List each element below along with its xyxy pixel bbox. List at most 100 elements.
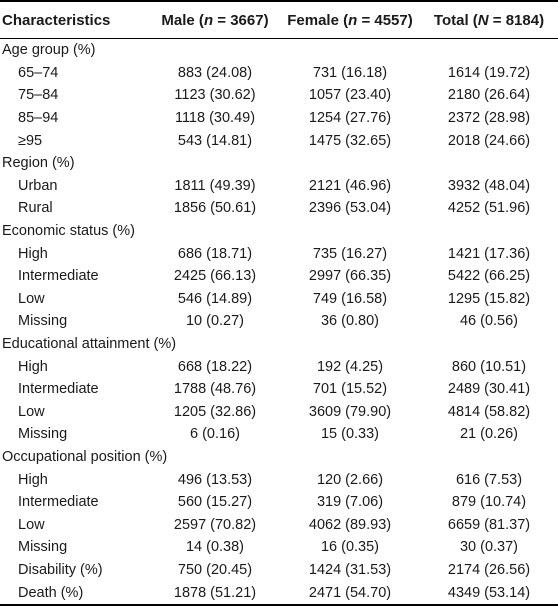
- cell-total: 4814 (58.82): [447, 403, 531, 420]
- table-row: Intermediate 1788 (48.76) 701 (15.52) 2489 …: [0, 378, 558, 401]
- group-label: Region (%): [2, 155, 75, 172]
- row-label: Death (%): [0, 581, 150, 606]
- row-label: Low: [18, 290, 45, 307]
- group-label: Occupational position (%): [2, 448, 168, 465]
- row-label: Disability (%): [18, 561, 103, 578]
- cell-total: 1421 (17.36): [447, 245, 531, 262]
- header-male-suffix: = 3667): [213, 11, 269, 29]
- table-row: Low 546 (14.89) 749 (16.58) 1295 (15.82): [0, 288, 558, 311]
- table-row: High 668 (18.22) 192 (4.25) 860 (10.51): [0, 355, 558, 378]
- cell-female: 319 (7.06): [316, 494, 384, 511]
- table-row: High 686 (18.71) 735 (16.27) 1421 (17.36): [0, 242, 558, 265]
- header-female: Female (n = 4557): [280, 0, 420, 39]
- cell-total: 46 (0.56): [459, 313, 519, 330]
- header-female-suffix: = 4557): [357, 11, 413, 29]
- group-header-row: Economic status (%): [0, 220, 558, 243]
- row-label: Missing: [18, 313, 68, 330]
- cell-total: 3932 (48.04): [447, 177, 531, 194]
- cell-male: 1118 (30.49): [174, 110, 256, 127]
- table-row: Rural 1856 (50.61) 2396 (53.04) 4252 (51.96…: [0, 197, 558, 220]
- header-male-prefix: Male (: [161, 11, 204, 29]
- cell-male: 1788 (48.76): [173, 381, 257, 398]
- cell-total: 616 (7.53): [455, 471, 523, 488]
- cell-female: 731 (16.18): [312, 64, 388, 81]
- table-row: Intermediate 560 (15.27) 319 (7.06) 879 (10…: [0, 491, 558, 514]
- cell-total: 2372 (28.98): [447, 110, 531, 127]
- cell-total: 2489 (30.41): [447, 381, 531, 398]
- cell-total: 5422 (66.25): [447, 268, 531, 285]
- cell-total: 1295 (15.82): [447, 290, 531, 307]
- table-row: Low 1205 (32.86) 3609 (79.90) 4814 (58.82): [0, 401, 558, 424]
- cell-male: 1878 (51.21): [150, 581, 280, 606]
- table-row: Missing 10 (0.27) 36 (0.80) 46 (0.56): [0, 310, 558, 333]
- table-row: Death (%) 1878 (51.21) 2471 (54.70) 4349 (5…: [0, 581, 558, 606]
- cell-female: 120 (2.66): [316, 471, 384, 488]
- header-total-var: N: [477, 11, 489, 29]
- cell-male: 6 (0.16): [190, 426, 240, 443]
- cell-total: 879 (10.74): [451, 494, 527, 511]
- row-label: 75–84: [18, 87, 59, 104]
- row-label: Low: [18, 403, 45, 420]
- cell-female: 735 (16.27): [312, 245, 388, 262]
- row-label: Intermediate: [18, 268, 99, 285]
- table-row: Urban 1811 (49.39) 2121 (46.96) 3932 (48.04…: [0, 175, 558, 198]
- row-label: ≥95: [18, 132, 43, 149]
- cell-female: 36 (0.80): [320, 313, 380, 330]
- cell-male: 1205 (32.86): [173, 403, 257, 420]
- cell-female: 749 (16.58): [312, 290, 388, 307]
- group-header-row: Occupational position (%): [0, 446, 558, 469]
- table-row: Missing 6 (0.16) 15 (0.33) 21 (0.26): [0, 423, 558, 446]
- cell-female: 192 (4.25): [316, 358, 384, 375]
- cell-total: 21 (0.26): [459, 426, 519, 443]
- header-characteristics: Characteristics: [0, 0, 150, 39]
- row-label: Intermediate: [18, 381, 99, 398]
- cell-female: 4062 (89.93): [308, 516, 392, 533]
- row-label: Rural: [18, 200, 53, 217]
- header-male: Male (n = 3667): [150, 0, 280, 39]
- row-label: High: [18, 245, 48, 262]
- cell-total: 2180 (26.64): [447, 87, 531, 104]
- cell-female: 16 (0.35): [320, 539, 380, 556]
- table-row: Low 2597 (70.82) 4062 (89.93) 6659 (81.37): [0, 513, 558, 536]
- cell-total: 6659 (81.37): [447, 516, 531, 533]
- table-row: ≥95 543 (14.81) 1475 (32.65) 2018 (24.66): [0, 129, 558, 152]
- cell-female: 15 (0.33): [320, 426, 380, 443]
- row-label: Low: [18, 516, 45, 533]
- group-header-row: Educational attainment (%): [0, 333, 558, 356]
- table-row: Intermediate 2425 (66.13) 2997 (66.35) 5422…: [0, 265, 558, 288]
- table-row: 65–74 883 (24.08) 731 (16.18) 1614 (19.72): [0, 62, 558, 85]
- cell-male: 1123 (30.62): [174, 87, 256, 104]
- cell-male: 668 (18.22): [177, 358, 253, 375]
- table-row: 75–84 1123 (30.62) 1057 (23.40) 2180 (26.64…: [0, 84, 558, 107]
- cell-female: 701 (15.52): [312, 381, 388, 398]
- cell-male: 2597 (70.82): [173, 516, 257, 533]
- row-label: 85–94: [18, 110, 59, 127]
- header-female-var: n: [348, 11, 358, 29]
- header-female-prefix: Female (: [287, 11, 349, 29]
- header-total: Total (N = 8184): [420, 0, 558, 39]
- cell-total: 2174 (26.56): [447, 561, 531, 578]
- row-label: Missing: [18, 539, 68, 556]
- table-body: Age group (%) 65–74 883 (24.08) 731 (16.18)…: [0, 39, 558, 606]
- cell-total: 4252 (51.96): [447, 200, 531, 217]
- cell-female: 3609 (79.90): [308, 403, 392, 420]
- table-row: 85–94 1118 (30.49) 1254 (27.76) 2372 (28.98…: [0, 107, 558, 130]
- group-header-row: Age group (%): [0, 39, 558, 62]
- cell-male: 2425 (66.13): [173, 268, 257, 285]
- cell-male: 1856 (50.61): [173, 200, 257, 217]
- cell-male: 1811 (49.39): [174, 177, 256, 194]
- cell-male: 10 (0.27): [185, 313, 245, 330]
- group-label: Economic status (%): [2, 223, 135, 240]
- cell-total: 30 (0.37): [459, 539, 519, 556]
- row-label: Intermediate: [18, 494, 99, 511]
- header-total-prefix: Total (: [433, 11, 478, 29]
- cell-female: 1475 (32.65): [308, 132, 392, 149]
- cell-male: 883 (24.08): [177, 64, 253, 81]
- cell-total: 4349 (53.14): [420, 581, 558, 606]
- cell-female: 1424 (31.53): [308, 561, 392, 578]
- table-row: Disability (%) 750 (20.45) 1424 (31.53) 217…: [0, 559, 558, 582]
- cell-male: 543 (14.81): [177, 132, 253, 149]
- table-row: High 496 (13.53) 120 (2.66) 616 (7.53): [0, 468, 558, 491]
- row-label: Missing: [18, 426, 68, 443]
